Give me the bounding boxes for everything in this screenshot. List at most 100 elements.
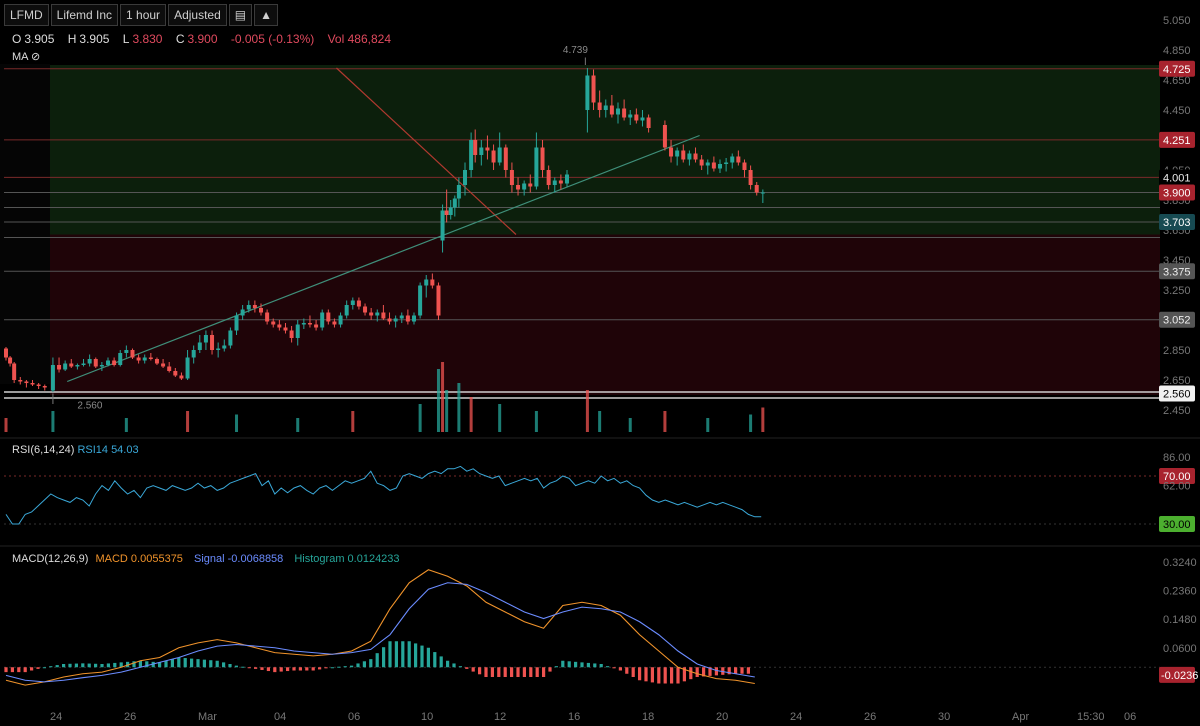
candle-body-81 bbox=[485, 147, 490, 151]
macd-histogram-bar bbox=[164, 660, 168, 668]
macd-line bbox=[5, 569, 755, 686]
price-tag-4: 3.703 bbox=[1163, 217, 1191, 229]
macd-histogram-bar bbox=[305, 667, 309, 671]
candle-body-87 bbox=[522, 183, 527, 190]
macd-histogram-bar bbox=[113, 662, 117, 668]
price-tag-3: 3.900 bbox=[1163, 188, 1191, 200]
rsi-level-tag-bg-0 bbox=[1159, 468, 1195, 484]
candle-body-0 bbox=[4, 348, 8, 358]
macd-histogram-bar bbox=[657, 667, 661, 684]
macd-histogram-bar bbox=[503, 667, 507, 677]
price-tag-bg-3 bbox=[1159, 184, 1195, 201]
ma-legend[interactable]: MA ⊘ bbox=[12, 50, 40, 63]
macd-tag-0: -0.0236 bbox=[1161, 670, 1198, 682]
price-y-tick-2: 4.650 bbox=[1163, 75, 1191, 87]
macd-histogram-bar bbox=[663, 667, 667, 684]
close-label: C bbox=[175, 32, 185, 46]
candle-body-37 bbox=[228, 330, 233, 346]
volume-bar-4 bbox=[235, 414, 239, 432]
open-value: 3.905 bbox=[24, 32, 55, 46]
x-tick-2: Mar bbox=[198, 711, 217, 723]
candle-body-35 bbox=[216, 348, 221, 350]
candle-body-104 bbox=[640, 117, 645, 121]
macd-histogram-bar bbox=[30, 667, 34, 671]
candle-body-100 bbox=[616, 108, 620, 115]
eye-hidden-icon[interactable]: ⊘ bbox=[30, 51, 41, 63]
x-tick-5: 10 bbox=[421, 711, 433, 723]
macd-histogram-bar bbox=[94, 663, 98, 668]
candle-body-54 bbox=[332, 321, 337, 325]
macd-histogram-bar bbox=[222, 662, 226, 668]
x-tick-12: 30 bbox=[938, 711, 950, 723]
macd-histogram-bar bbox=[388, 641, 392, 668]
candle-body-14 bbox=[87, 359, 92, 364]
candle-body-9 bbox=[57, 365, 62, 370]
left-gap-region bbox=[0, 64, 50, 384]
candle-body-58 bbox=[356, 300, 361, 307]
trendline-support bbox=[66, 134, 700, 383]
candle-body-101 bbox=[622, 108, 627, 118]
macd-histogram-bar bbox=[452, 663, 456, 668]
volume-bar-9 bbox=[441, 362, 445, 432]
candle-body-116 bbox=[724, 162, 729, 164]
price-tag-0: 4.725 bbox=[1163, 64, 1191, 76]
macd-histogram-bar bbox=[522, 667, 526, 677]
company-name[interactable]: Lifemd Inc bbox=[50, 4, 119, 26]
macd-histogram-bar bbox=[311, 667, 315, 671]
volume-bar-16 bbox=[598, 411, 602, 432]
candle-body-122 bbox=[760, 192, 765, 194]
candle-body-93 bbox=[558, 180, 563, 184]
candle-body-6 bbox=[36, 384, 41, 386]
price-zone-1 bbox=[50, 234, 1160, 395]
macd-tag-bg-0 bbox=[1159, 666, 1195, 683]
macd-histogram-bar bbox=[714, 667, 718, 676]
volume-bar-21 bbox=[761, 407, 765, 432]
calendar-icon[interactable]: ▤ bbox=[228, 4, 253, 26]
macd-histogram-bar bbox=[4, 667, 8, 673]
candle-body-71 bbox=[436, 285, 441, 316]
candle-body-95 bbox=[585, 75, 590, 110]
macd-histogram-bar bbox=[362, 661, 366, 668]
rsi-value: RSI14 54.03 bbox=[77, 444, 139, 456]
candle-body-80 bbox=[479, 147, 484, 155]
candle-body-52 bbox=[320, 312, 325, 328]
candle-body-85 bbox=[509, 170, 514, 185]
macd-histogram-bar bbox=[318, 667, 322, 670]
candle-body-59 bbox=[363, 306, 368, 313]
candle-body-120 bbox=[748, 170, 753, 185]
candle-body-109 bbox=[681, 150, 686, 160]
candle-body-44 bbox=[271, 321, 276, 325]
volume-bar-20 bbox=[749, 414, 753, 432]
rsi-legend: RSI(6,14,24) RSI14 54.03 bbox=[12, 444, 139, 456]
macd-histogram-bar bbox=[586, 662, 590, 668]
candle-body-7 bbox=[42, 386, 47, 388]
price-tag-2: 4.001 bbox=[1163, 172, 1191, 184]
macd-histogram-bar bbox=[574, 661, 578, 668]
candle-body-69 bbox=[424, 279, 429, 286]
macd-histogram-bar bbox=[74, 663, 78, 668]
macd-histogram-bar bbox=[625, 667, 629, 674]
x-tick-9: 20 bbox=[716, 711, 728, 723]
candle-body-102 bbox=[628, 114, 633, 118]
adjustment-button[interactable]: Adjusted bbox=[168, 4, 227, 26]
candle-body-103 bbox=[634, 114, 639, 121]
annotation-session-low: 2.560 bbox=[77, 401, 102, 412]
macd-histogram-bar bbox=[727, 667, 731, 675]
symbol-button[interactable]: LFMD bbox=[4, 4, 49, 26]
candle-body-75 bbox=[452, 198, 457, 208]
volume-bar-10 bbox=[445, 390, 449, 432]
candle-body-57 bbox=[350, 300, 355, 305]
macd-histogram-bar bbox=[49, 666, 53, 668]
candle-body-34 bbox=[210, 335, 215, 350]
volume-bar-11 bbox=[457, 383, 461, 432]
bell-icon[interactable]: ▲ bbox=[254, 4, 278, 26]
volume-bar-6 bbox=[351, 411, 355, 432]
macd-histogram-bar bbox=[273, 667, 277, 673]
candle-body-61 bbox=[375, 312, 380, 316]
interval-button[interactable]: 1 hour bbox=[120, 4, 167, 26]
macd-y-tick-0: 0.3240 bbox=[1163, 557, 1197, 569]
macd-histogram-bar bbox=[702, 667, 706, 677]
macd-histogram-bar bbox=[196, 659, 200, 668]
macd-histogram-bar bbox=[471, 667, 475, 672]
